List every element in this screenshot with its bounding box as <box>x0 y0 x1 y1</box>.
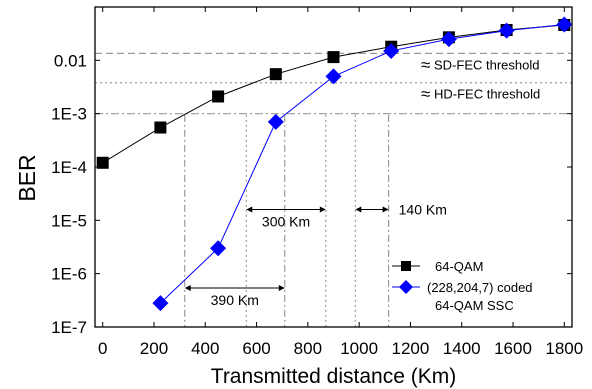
x-tick-label: 1400 <box>443 339 481 358</box>
marker-square <box>327 51 340 64</box>
marker-diamond <box>498 22 515 39</box>
annotations: ≈ SD-FEC threshold ≈ HD-FEC threshold 300 Km… <box>184 55 540 308</box>
guide-lines <box>95 52 572 327</box>
x-tick-label: 1800 <box>545 339 583 358</box>
series-line <box>160 23 565 304</box>
x-tick-label: 0 <box>98 339 107 358</box>
marker-diamond <box>440 31 457 48</box>
x-tick-label: 1200 <box>392 339 430 358</box>
marker-diamond <box>267 113 284 130</box>
x-tick-label: 200 <box>140 339 168 358</box>
threshold-label: SD-FEC threshold <box>434 57 539 72</box>
x-tick-label: 600 <box>242 339 270 358</box>
legend-marker-diamond <box>399 280 413 294</box>
marker-square <box>212 90 225 103</box>
annotation-label: 140 Km <box>399 201 447 217</box>
marker-diamond <box>383 42 400 59</box>
legend: 64-QAM (228,204,7) coded 64-QAM SSC <box>392 259 533 313</box>
arrow-head-right <box>278 284 285 291</box>
series-markers <box>96 16 573 312</box>
y-tick-label: 1E-6 <box>51 265 87 284</box>
y-axis-label: BER <box>14 154 40 201</box>
marker-diamond <box>325 68 342 85</box>
axes: 0 200 400 600 800 1000 1200 1400 1600 1800 1E-7 1E-… <box>51 7 583 358</box>
marker-diamond <box>210 240 227 257</box>
marker-square <box>154 121 167 134</box>
annotation-label: 390 Km <box>211 292 259 308</box>
marker-diamond <box>152 295 169 312</box>
x-tick-label: 1600 <box>494 339 532 358</box>
arrow-head-left <box>184 284 191 291</box>
y-tick-label: 1E-7 <box>51 318 87 337</box>
legend-marker-square <box>401 261 411 271</box>
legend-label: (228,204,7) coded <box>427 280 533 295</box>
x-axis-label: Transmitted distance (Km) <box>211 365 456 388</box>
arrow-head-right <box>382 206 389 213</box>
y-tick-label: 0.01 <box>54 51 87 70</box>
marker-square <box>269 68 282 81</box>
x-tick-label: 400 <box>191 339 219 358</box>
arrow-head-left <box>355 206 362 213</box>
marker-square <box>96 156 109 169</box>
x-tick-label: 1000 <box>340 339 378 358</box>
arrow-head-right <box>319 206 326 213</box>
legend-label: 64-QAM <box>435 259 483 274</box>
legend-label-continued: 64-QAM SSC <box>435 298 514 313</box>
y-tick-label: 1E-5 <box>51 211 87 230</box>
threshold-label: HD-FEC threshold <box>434 87 540 102</box>
y-tick-label: 1E-4 <box>51 158 87 177</box>
arrow-head-left <box>246 206 253 213</box>
threshold-symbol: ≈ <box>421 85 430 104</box>
marker-diamond <box>556 16 573 33</box>
x-tick-label: 800 <box>294 339 322 358</box>
y-tick-label: 1E-3 <box>51 105 87 124</box>
annotation-label: 300 Km <box>262 213 310 229</box>
threshold-symbol: ≈ <box>421 55 430 74</box>
